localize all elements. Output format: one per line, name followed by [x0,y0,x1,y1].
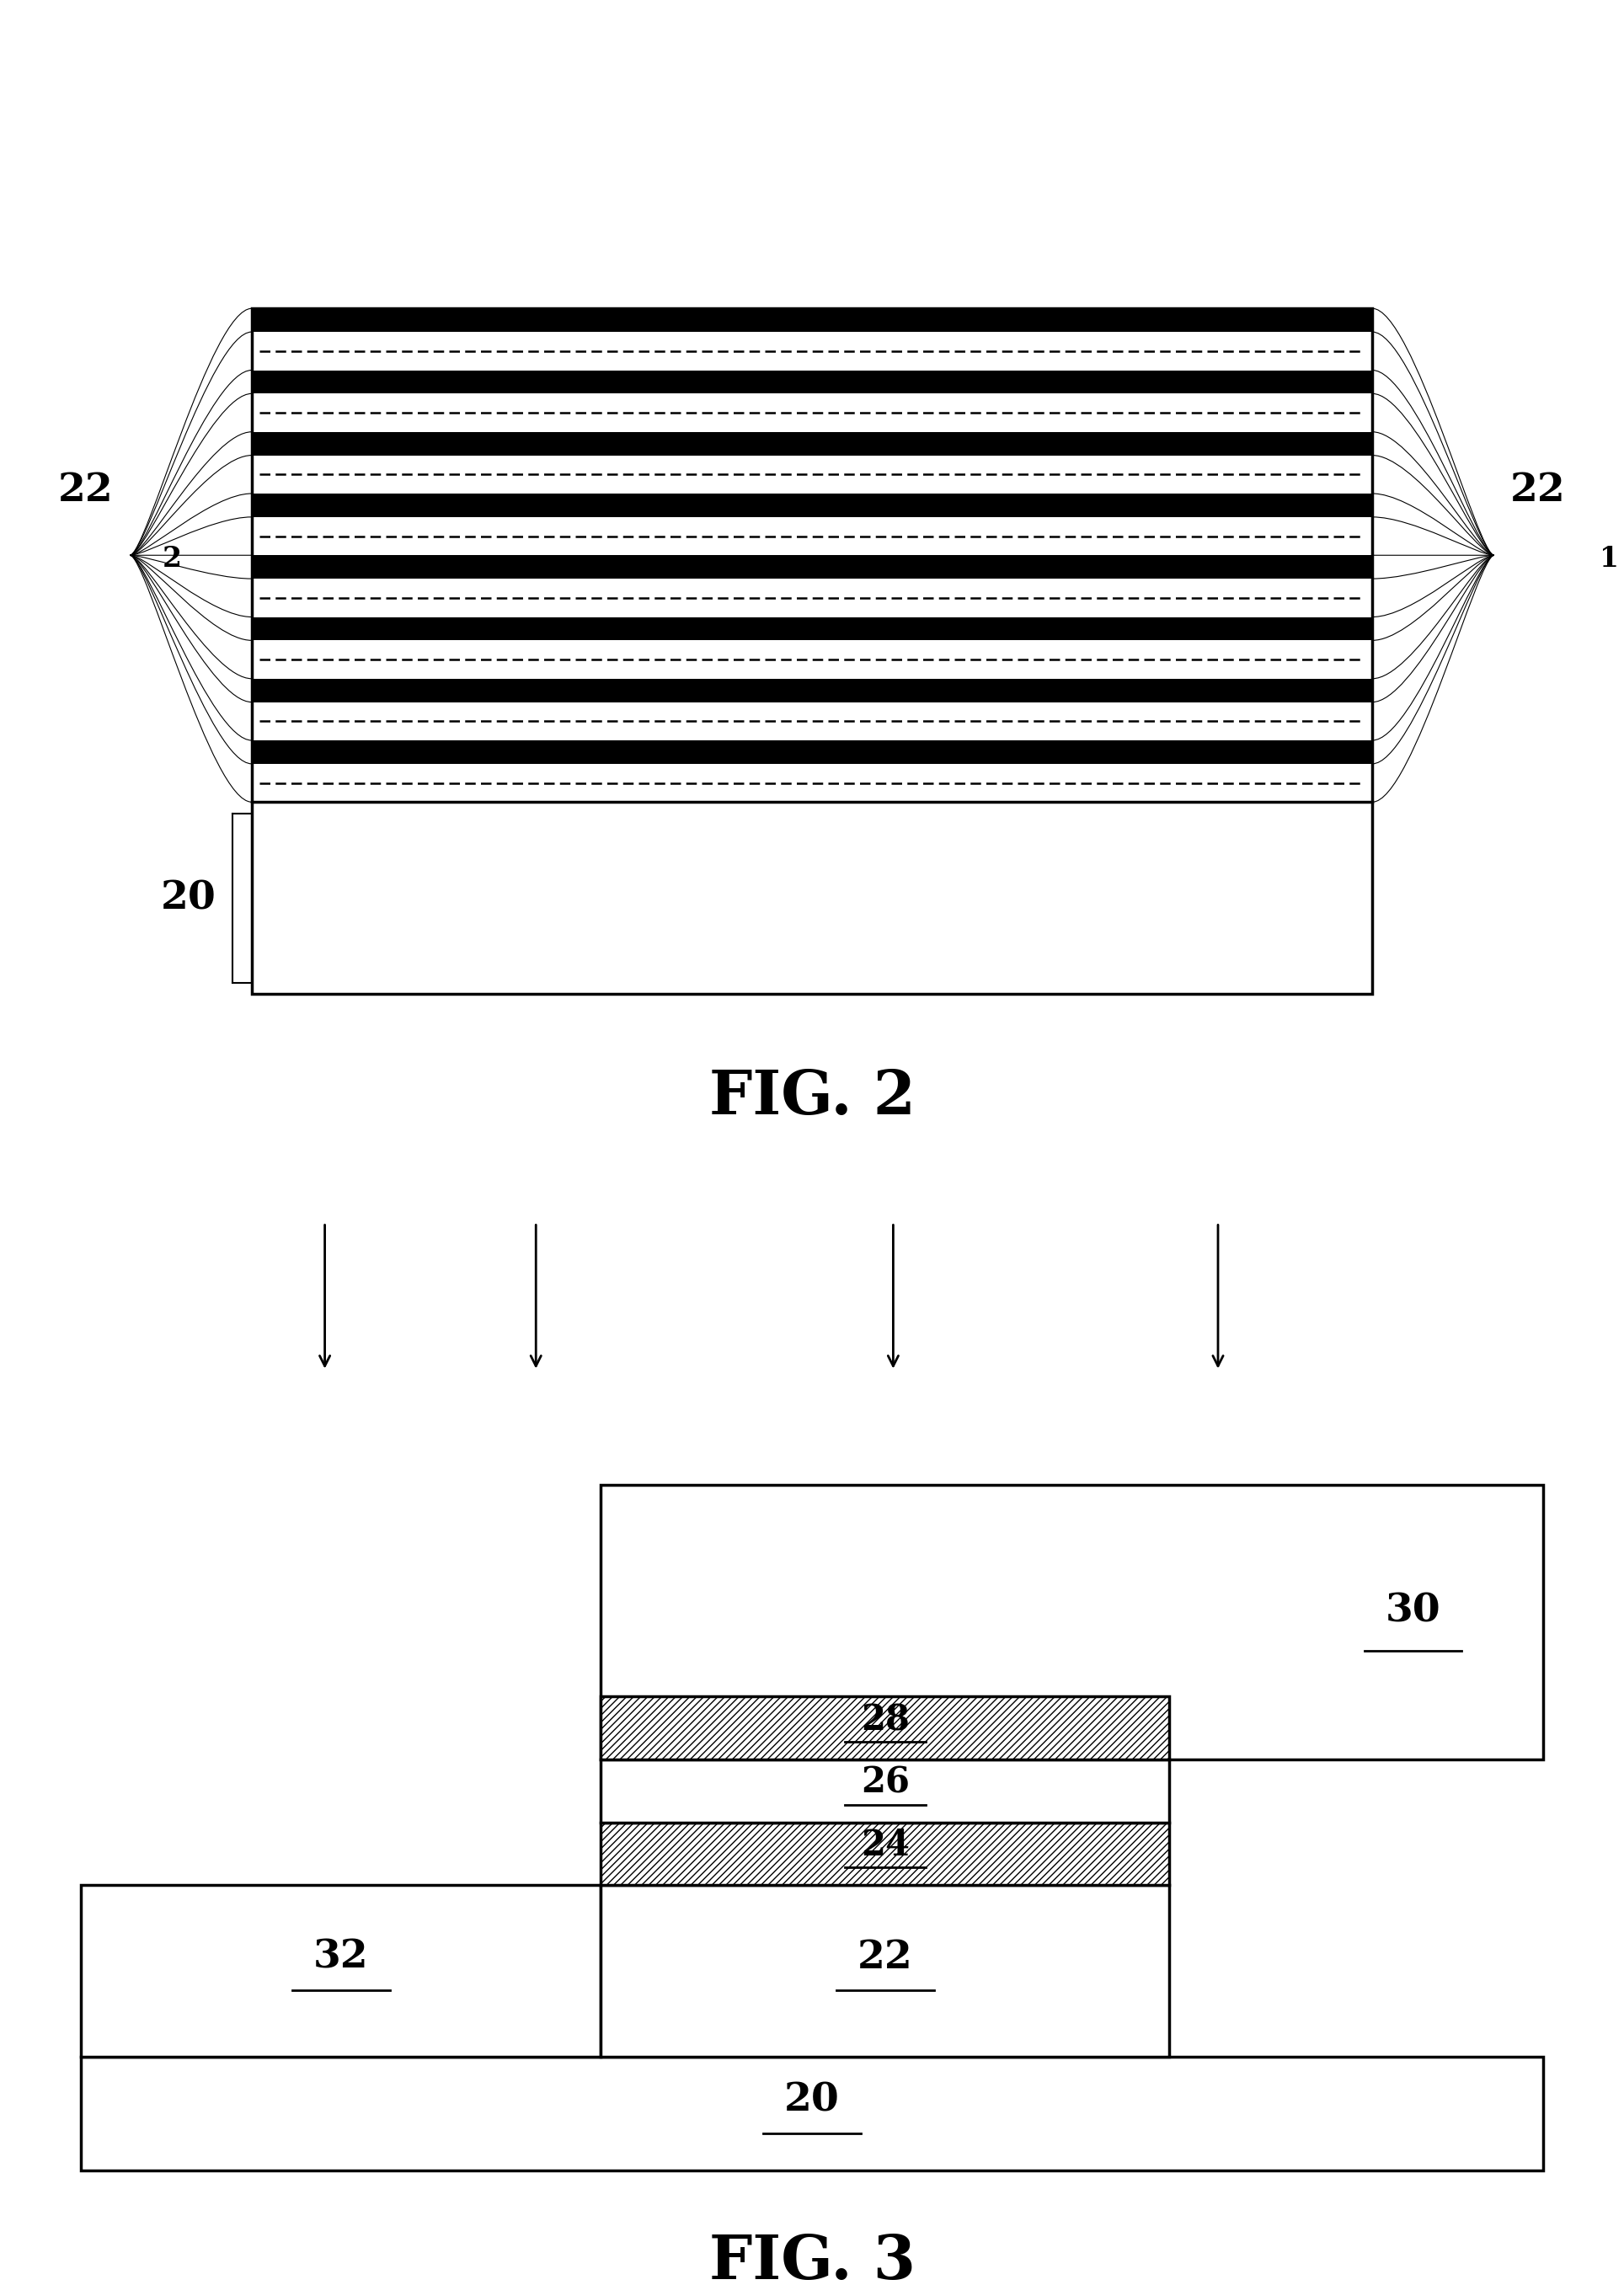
Bar [601,1885,1169,2056]
Text: 28: 28 [861,1702,909,1737]
Bar [252,494,1372,516]
Text: 22: 22 [857,1938,913,1977]
Bar [601,1485,1543,1759]
Bar [601,1823,1169,1885]
Text: 1: 1 [1600,544,1619,571]
Bar [81,1885,601,2056]
Text: 30: 30 [1385,1593,1440,1629]
Bar [252,308,1372,994]
Bar [252,370,1372,393]
Bar [252,740,1372,763]
Text: 32: 32 [313,1938,369,1977]
Text: 20: 20 [161,880,216,916]
Bar [252,679,1372,701]
Bar [252,555,1372,578]
Text: 2: 2 [162,544,182,571]
Bar [601,1695,1169,1759]
Text: FIG. 3: FIG. 3 [708,2232,916,2285]
Text: FIG. 2: FIG. 2 [708,1067,916,1127]
Bar [601,1759,1169,1823]
Text: 22: 22 [1510,471,1566,510]
Text: 22: 22 [58,471,114,510]
Bar [252,308,1372,331]
Bar [252,617,1372,640]
Text: 26: 26 [861,1766,909,1801]
Bar [252,432,1372,455]
Text: 20: 20 [784,2082,840,2118]
Text: 24: 24 [861,1828,909,1862]
Bar [81,2056,1543,2171]
